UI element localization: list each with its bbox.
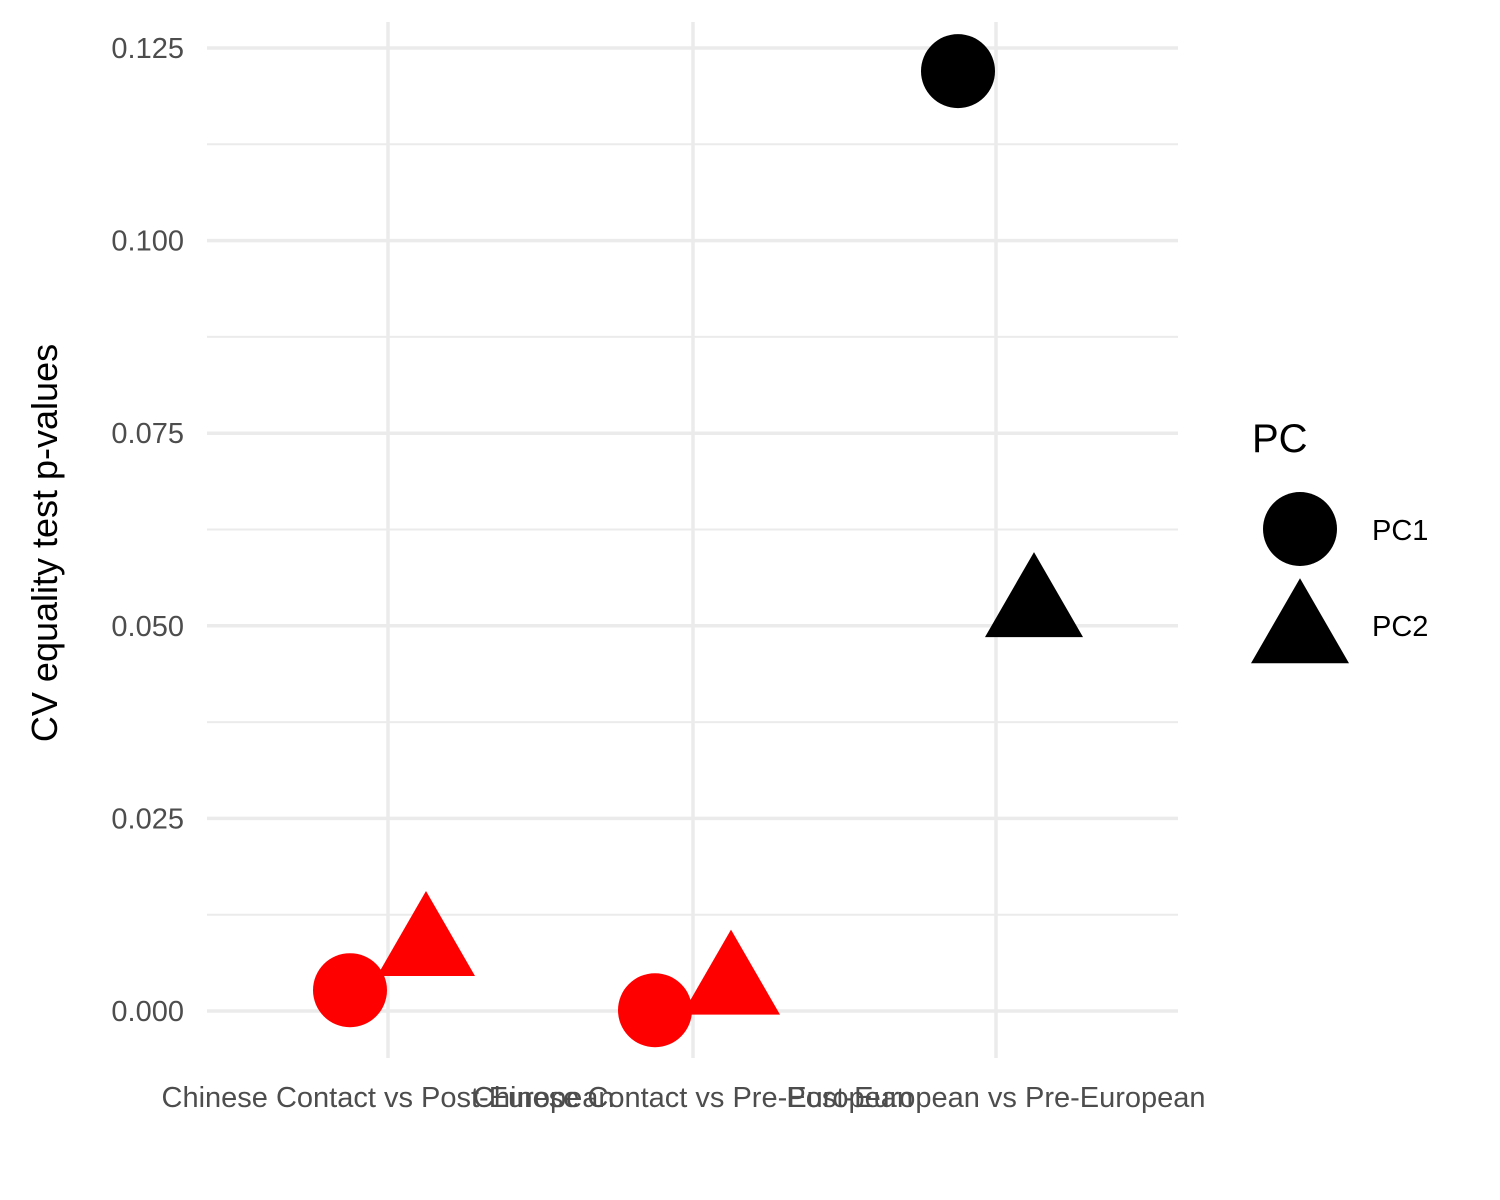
point-pc2-triangle xyxy=(985,552,1083,638)
point-pc2-triangle xyxy=(377,891,475,977)
point-pc2-triangle xyxy=(682,929,780,1015)
legend: PC PC1 PC2 xyxy=(1251,417,1428,664)
point-pc1-circle xyxy=(313,953,387,1028)
y-tick-labels: 0.000 0.025 0.050 0.075 0.100 0.125 xyxy=(111,33,184,1028)
data-points xyxy=(313,34,1083,1048)
legend-key-triangle xyxy=(1251,578,1349,664)
x-tick-labels: Chinese Contact vs Post-EuropeanChinese … xyxy=(162,1082,1206,1114)
y-tick-label: 0.075 xyxy=(111,418,184,450)
y-tick-label: 0.100 xyxy=(111,226,184,258)
major-gridlines xyxy=(207,22,1178,1058)
x-tick-label: Post-European vs Pre-European xyxy=(786,1082,1205,1114)
x-tick-label: Chinese Contact vs Post-European xyxy=(162,1082,615,1114)
point-pc1-circle xyxy=(618,973,692,1048)
y-tick-label: 0.050 xyxy=(111,611,184,643)
x-tick-label: Chinese Contact vs Pre-European xyxy=(473,1082,913,1114)
legend-title: PC xyxy=(1252,417,1308,461)
legend-label: PC1 xyxy=(1372,515,1428,547)
legend-key-circle xyxy=(1263,492,1337,566)
y-axis-title: CV equality test p-values xyxy=(24,344,65,742)
y-tick-label: 0.000 xyxy=(111,996,184,1028)
point-pc1-circle xyxy=(921,34,995,109)
y-tick-label: 0.125 xyxy=(111,33,184,65)
legend-label: PC2 xyxy=(1372,611,1428,643)
y-tick-label: 0.025 xyxy=(111,803,184,835)
